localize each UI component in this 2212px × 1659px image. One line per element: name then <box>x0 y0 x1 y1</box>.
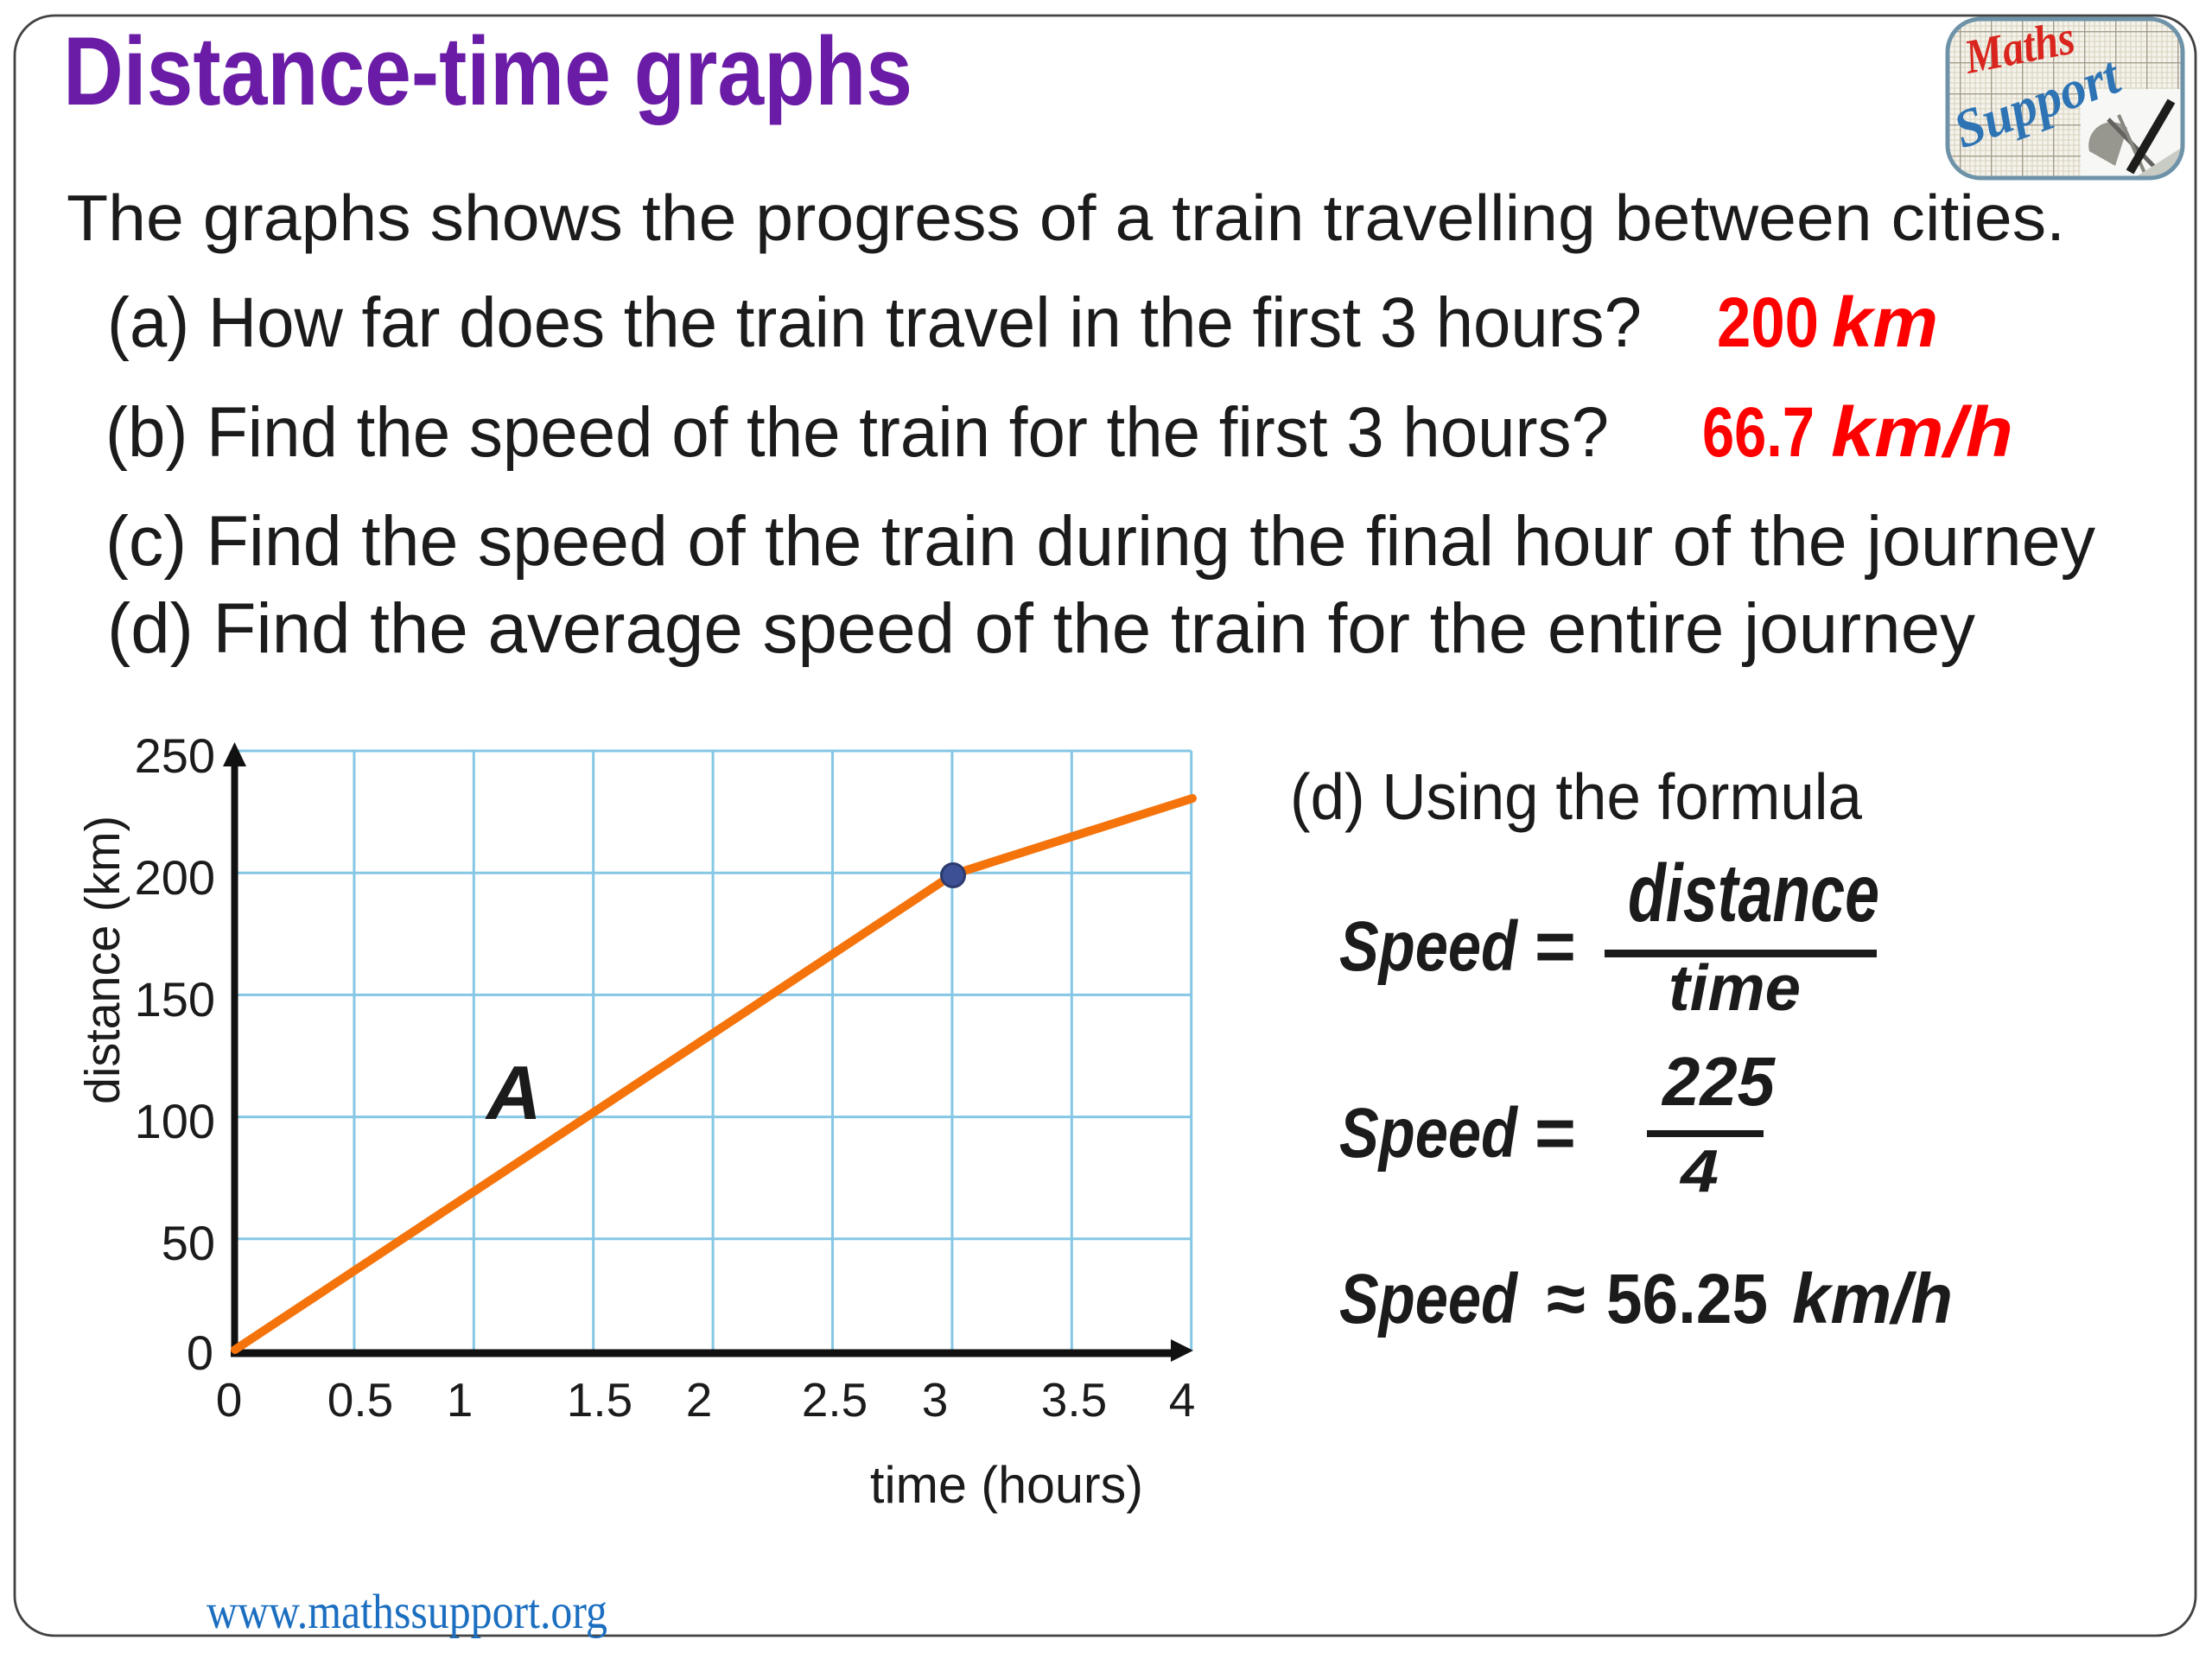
svg-text:0: 0 <box>187 1325 213 1380</box>
svg-text:time (hours): time (hours) <box>870 1456 1143 1514</box>
svg-text:0: 0 <box>216 1373 243 1427</box>
svg-text:=: = <box>1535 907 1576 986</box>
svg-text:A: A <box>485 1050 542 1135</box>
svg-text:km/h: km/h <box>1792 1260 1953 1338</box>
svg-text:2: 2 <box>686 1373 713 1427</box>
svg-text:≈: ≈ <box>1547 1260 1586 1338</box>
svg-text:(d) Find the average speed of: (d) Find the average speed of the train … <box>107 589 1975 668</box>
svg-text:Distance-time graphs: Distance-time graphs <box>63 17 912 125</box>
svg-text:(d) Using the formula: (d) Using the formula <box>1290 760 1862 833</box>
svg-text:Speed: Speed <box>1339 1260 1519 1338</box>
svg-text:225: 225 <box>1661 1043 1776 1120</box>
svg-text:(b) Find the speed of the trai: (b) Find the speed of the train for the … <box>105 393 1609 472</box>
svg-text:Speed: Speed <box>1339 907 1519 986</box>
svg-text:(a) How far does the train tra: (a) How far does the train travel in the… <box>107 283 1642 362</box>
svg-text:The graphs shows the progress: The graphs shows the progress of a train… <box>67 181 2065 254</box>
svg-text:200: 200 <box>1717 283 1819 362</box>
svg-text:3.5: 3.5 <box>1041 1373 1107 1427</box>
svg-text:3: 3 <box>922 1373 949 1427</box>
svg-text:1.5: 1.5 <box>567 1373 632 1427</box>
svg-text:1: 1 <box>447 1373 474 1427</box>
svg-text:4: 4 <box>1169 1373 1196 1427</box>
svg-text:Speed: Speed <box>1339 1094 1519 1173</box>
svg-text:www.mathssupport.org: www.mathssupport.org <box>207 1585 607 1639</box>
svg-text:km/h: km/h <box>1831 393 2013 472</box>
svg-text:distance: distance <box>1628 848 1879 939</box>
svg-text:(c) Find the speed of the trai: (c) Find the speed of the train during t… <box>105 502 2095 581</box>
svg-text:56.25: 56.25 <box>1606 1260 1768 1338</box>
svg-text:100: 100 <box>135 1094 215 1148</box>
svg-text:200: 200 <box>135 850 215 905</box>
svg-text:distance (km): distance (km) <box>75 816 130 1104</box>
svg-text:4: 4 <box>1679 1137 1719 1205</box>
svg-text:250: 250 <box>135 728 215 783</box>
svg-text:150: 150 <box>135 972 215 1027</box>
svg-text:time: time <box>1669 951 1801 1024</box>
svg-text:km: km <box>1832 283 1938 362</box>
svg-text:50: 50 <box>162 1216 215 1270</box>
svg-text:2.5: 2.5 <box>802 1373 868 1427</box>
svg-text:66.7: 66.7 <box>1702 393 1815 472</box>
svg-text:0.5: 0.5 <box>327 1373 393 1427</box>
svg-text:=: = <box>1535 1094 1576 1173</box>
